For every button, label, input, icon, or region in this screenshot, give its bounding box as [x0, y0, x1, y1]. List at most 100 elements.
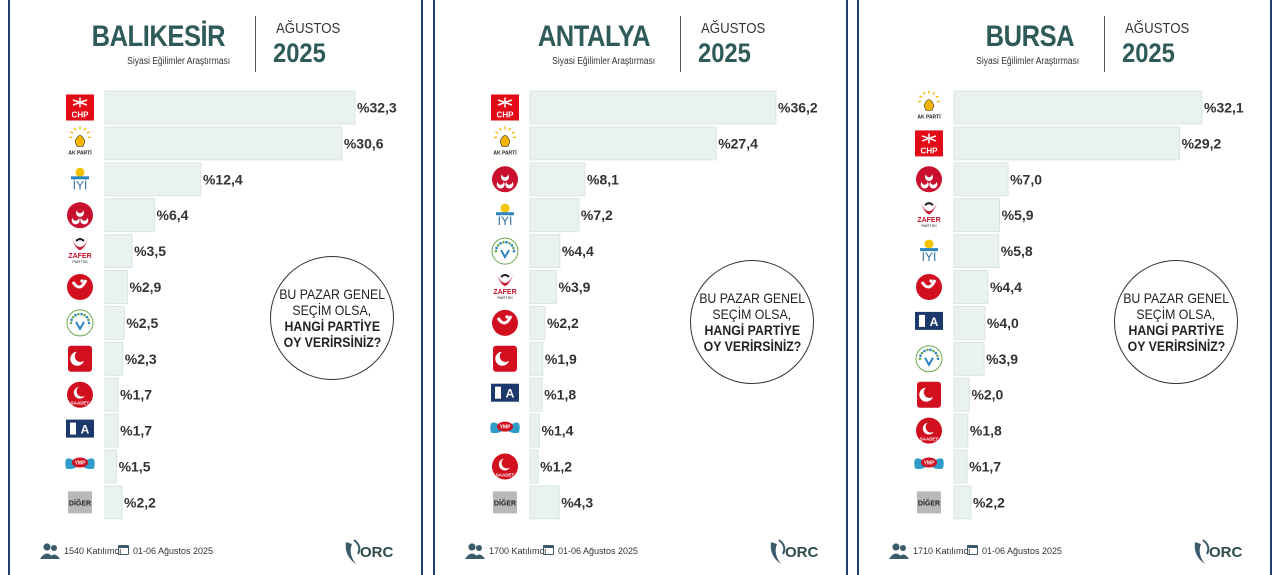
svg-text:İYİ: İYİ [498, 214, 513, 228]
value-label-ymp: %1,4 [542, 423, 574, 439]
orc-leaf-icon [345, 539, 361, 564]
participants-count: 1710 Katılımcı [913, 546, 971, 556]
month-label: AĞUSTOS [701, 20, 766, 37]
bar-ymp [953, 449, 968, 484]
value-label-anahtar-parti: %4,0 [987, 315, 1019, 331]
svg-text:SAADET: SAADET [496, 473, 515, 478]
city-title: ANTALYA [537, 20, 651, 53]
bar-chart-svg: CHP %32,3 AK PARTİ %30,6 İYİ %12,4 %6,4 ZAFERPA… [65, 90, 397, 520]
svg-text:CHP: CHP [921, 146, 939, 155]
ymp-logo-icon: YMP [914, 457, 944, 469]
orc-logo: ORC [767, 538, 825, 566]
bar-anahtar-parti [953, 305, 986, 340]
ak-parti-logo-icon: AK PARTİ [917, 90, 941, 121]
survey-subtitle: Siyasi Eğilimler Araştırması [552, 56, 655, 67]
ymp-logo-icon: YMP [65, 457, 95, 469]
iyi-parti-logo-icon: İYİ [920, 239, 938, 264]
question-line-3: HANGİ PARTİYE [1128, 322, 1224, 338]
question-line-3: HANGİ PARTİYE [704, 322, 800, 338]
value-label-deva: %2,5 [126, 315, 158, 331]
svg-text:DİĞER: DİĞER [918, 498, 940, 507]
value-label-buyuk-birlik: %2,3 [125, 351, 157, 367]
bar-diger [529, 485, 560, 520]
ymp-logo-icon: YMP [490, 421, 520, 434]
bar-deva [953, 341, 985, 376]
date-range: 01-06 Ağustos 2025 [133, 546, 214, 556]
question-line-4: OY VERİRSİNİZ? [703, 338, 801, 354]
value-label-diger: %2,2 [124, 494, 156, 510]
iyi-parti-logo-icon: İYİ [71, 167, 89, 192]
svg-text:DİĞER: DİĞER [69, 498, 91, 507]
bar-zafer-partisi [529, 270, 557, 304]
panel-divider-3 [846, 0, 848, 575]
svg-text:AK PARTİ: AK PARTİ [68, 149, 92, 156]
orc-brand-text: ORC [1209, 544, 1243, 561]
diger-logo-icon: DİĞER [493, 491, 517, 514]
value-label-zafer-partisi: %5,9 [1002, 207, 1034, 223]
mhp-logo-icon [67, 202, 93, 229]
bar-chp [529, 90, 777, 125]
bar-diger [104, 485, 123, 520]
svg-text:YMP: YMP [500, 425, 512, 431]
question-line-2: SEÇİM OLSA, [1136, 306, 1216, 322]
yeniden-refah-logo-icon [492, 309, 518, 336]
bar-ak-parti [529, 126, 717, 161]
value-label-ymp: %1,7 [969, 459, 1001, 475]
panel-header: BALIKESİR Siyasi Eğilimler Araştırması A… [10, 14, 420, 74]
svg-text:PARTİSİ: PARTİSİ [921, 223, 936, 228]
city-title: BURSA [985, 20, 1074, 53]
saadet-logo-icon: SAADET [916, 417, 942, 444]
chp-logo-icon: CHP [66, 94, 94, 121]
svg-text:CHP: CHP [497, 111, 515, 120]
bar-anahtar-parti [529, 377, 543, 412]
panel-footer: 1710 Katılımcı 01-06 Ağustos 2025 ORC [889, 539, 1249, 566]
date-range: 01-06 Ağustos 2025 [558, 546, 639, 556]
orc-brand-text: ORC [360, 544, 394, 561]
year-label: 2025 [273, 38, 326, 68]
value-label-deva: %3,9 [986, 351, 1018, 367]
bar-buyuk-birlik [529, 341, 544, 376]
bar-chp [104, 90, 356, 125]
participants-icon [40, 543, 60, 559]
deva-logo-icon [915, 345, 943, 373]
value-label-diger: %4,3 [561, 494, 593, 510]
question-line-2: SEÇİM OLSA, [712, 306, 792, 322]
value-label-chp: %36,2 [778, 100, 818, 116]
bar-iyi-parti [104, 162, 202, 197]
participants-count: 1540 Katılımcı [64, 546, 122, 556]
diger-logo-icon: DİĞER [917, 491, 941, 514]
date-range: 01-06 Ağustos 2025 [982, 546, 1063, 556]
bar-chart: AK PARTİ %32,1 CHP %29,2 %7,0 ZAFER PARTİSİ %5,… [859, 88, 1269, 528]
bar-chart: CHP %36,2 AK PARTİ %27,4 %8,1 İYİ %7,2 %4,4 ZAFE… [435, 88, 845, 528]
svg-text:PARTİSİ: PARTİSİ [497, 295, 512, 300]
value-label-yeniden-refah: %2,2 [547, 315, 579, 331]
value-label-ak-parti: %27,4 [718, 135, 758, 151]
bar-mhp [953, 162, 1009, 197]
iyi-parti-logo-icon: İYİ [496, 203, 514, 228]
svg-text:ZAFER: ZAFER [68, 253, 91, 260]
value-label-yeniden-refah: %4,4 [990, 279, 1022, 295]
value-label-iyi-parti: %12,4 [203, 171, 243, 187]
panel-divider-left-edge [8, 0, 10, 575]
deva-logo-icon [491, 237, 519, 265]
survey-subtitle: Siyasi Eğilimler Araştırması [976, 56, 1079, 67]
deva-logo-icon [66, 309, 94, 337]
bar-buyuk-birlik [104, 341, 124, 376]
svg-text:A: A [81, 423, 90, 437]
value-label-iyi-parti: %7,2 [581, 207, 613, 223]
svg-text:AK PARTİ: AK PARTİ [493, 149, 517, 156]
question-line-1: BU PAZAR GENEL [279, 286, 385, 302]
saadet-logo-icon: SAADET [492, 453, 518, 480]
bar-ymp [104, 449, 118, 484]
value-label-zafer-partisi: %3,9 [559, 279, 591, 295]
value-label-iyi-parti: %5,8 [1001, 243, 1033, 259]
bar-zafer-partisi [104, 234, 133, 269]
value-label-zafer-partisi: %3,5 [134, 243, 166, 259]
orc-logo: ORC [342, 538, 400, 566]
svg-text:İYİ: İYİ [922, 250, 937, 264]
anahtar-parti-logo-icon: A [915, 311, 943, 330]
svg-text:ZAFER: ZAFER [917, 217, 940, 224]
